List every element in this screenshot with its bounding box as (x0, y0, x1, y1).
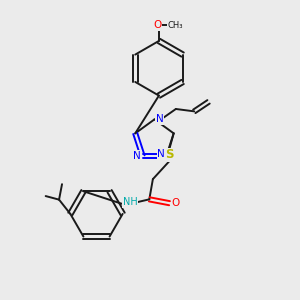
Text: O: O (153, 20, 162, 30)
Text: N: N (157, 149, 165, 160)
Text: O: O (171, 198, 180, 208)
Text: N: N (156, 114, 164, 124)
Text: S: S (165, 148, 173, 161)
Text: CH₃: CH₃ (167, 21, 183, 30)
Text: N: N (134, 151, 141, 161)
Text: NH: NH (123, 197, 137, 207)
